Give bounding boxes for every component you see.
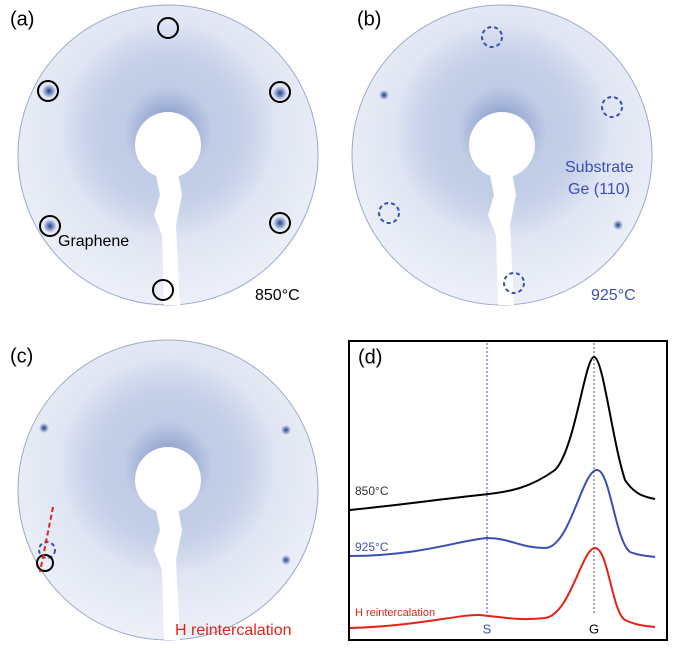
annotation: Ge (110) bbox=[568, 181, 630, 198]
spectrum-panel bbox=[348, 340, 668, 641]
peak-label: S bbox=[483, 621, 492, 636]
curve-label: 850°C bbox=[355, 484, 389, 498]
annotation: 850°C bbox=[255, 287, 300, 304]
leed-pattern-c bbox=[17, 339, 319, 641]
curve-label: H reintercalation bbox=[355, 607, 435, 619]
panel-label: (b) bbox=[357, 8, 381, 30]
peak-label: G bbox=[589, 621, 599, 636]
panel-label: (d) bbox=[358, 346, 382, 368]
leed-pattern-b bbox=[351, 4, 653, 306]
annotation: H reintercalation bbox=[175, 622, 292, 639]
panel-label: (c) bbox=[10, 345, 33, 367]
annotation: Graphene bbox=[58, 233, 129, 250]
panel-label: (a) bbox=[10, 8, 34, 30]
curve-label: 925°C bbox=[355, 540, 389, 554]
annotation: 925°C bbox=[591, 287, 636, 304]
annotation: Substrate bbox=[565, 159, 634, 176]
leed-pattern-a bbox=[17, 4, 319, 306]
